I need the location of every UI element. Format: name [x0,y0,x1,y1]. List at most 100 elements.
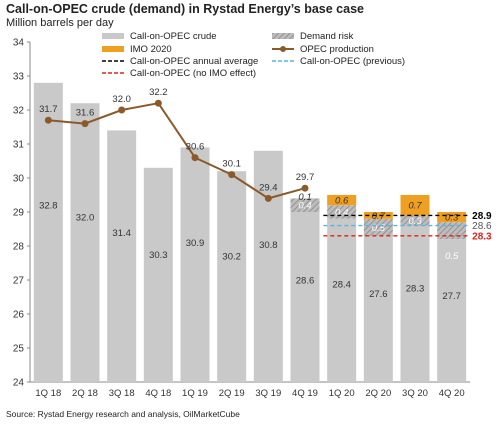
y-tick-label: 32 [13,106,25,117]
x-tick-label: 3Q 18 [109,388,135,399]
y-tick-label: 24 [13,378,25,389]
crude-bar [70,103,100,382]
opec-production-label: 32.2 [149,87,168,98]
crude-bar [290,212,320,382]
crude-value-label: 32.0 [76,212,95,223]
y-tick-label: 28 [13,242,25,253]
demand-risk-segment [363,218,393,236]
crude-bar [107,130,137,382]
y-tick-label: 29 [13,208,25,219]
demand-risk-label: 0.5 [372,223,386,234]
crude-bar [143,167,173,382]
crude-value-label: 31.4 [112,228,131,239]
crude-value-label: 30.2 [222,252,241,263]
legend-label-demand-risk: Demand risk [300,31,354,42]
crude-bar [327,218,357,382]
demand-risk-label: 0.4 [335,208,348,219]
imo-label: 0.7 [372,211,386,222]
imo-segment [327,195,357,206]
legend-swatch-crude [102,33,124,39]
legend-label-crude: Call-on-OPEC crude [130,31,217,42]
opec-production-point [191,154,199,162]
opec-production-label: 30.1 [222,159,241,170]
x-tick-label: 1Q 18 [35,388,61,399]
crude-value-label: 30.9 [186,238,205,249]
opec-production-point [154,99,162,107]
x-tick-label: 4Q 19 [292,388,318,399]
imo-label: 0.6 [335,196,349,207]
y-tick-label: 25 [13,344,25,355]
crude-value-label: 28.3 [406,283,425,294]
opec-production-point [301,184,309,192]
opec-production-point [118,106,126,114]
crude-bar [253,150,283,382]
x-tick-label: 3Q 20 [402,388,428,399]
imo-segment [437,212,467,223]
crude-value-label: 27.6 [369,289,388,300]
demand-risk-segment [327,205,357,219]
demand-risk-label: 0.5 [445,251,459,262]
y-tick-label: 27 [13,276,25,287]
y-tick-label: 31 [13,140,25,151]
imo-label: 0.7 [408,201,422,212]
opec-production-label: 31.7 [39,104,58,115]
legend-label-annual-average: Call-on-OPEC annual average [130,56,258,67]
legend-label-imo: IMO 2020 [130,44,172,55]
no-imo-label: 28.3 [472,231,492,242]
y-tick-label: 30 [13,174,25,185]
legend-swatch-demand-risk [272,33,294,39]
x-tick-label: 1Q 19 [182,388,208,399]
chart-title: Call-on-OPEC crude (demand) in Rystad En… [6,2,364,16]
imo-segment [363,212,393,219]
legend-swatch-imo [102,46,124,52]
x-tick-label: 2Q 20 [365,388,391,399]
demand-risk-label: 0.3 [408,216,422,227]
source-note: Source: Rystad Energy research and analy… [6,409,240,419]
legend-swatch-opec-marker [280,46,286,52]
x-tick-label: 4Q 18 [145,388,171,399]
y-tick-label: 34 [13,38,25,49]
annual-average-label: 28.9 [472,211,492,222]
previous-label: 28.6 [472,221,492,232]
demand-risk-segment [437,222,467,240]
opec-production-label: 29.7 [296,172,315,183]
legend-label-opec: OPEC production [300,44,374,55]
crude-bar [33,82,63,383]
crude-value-label: 30.3 [149,250,168,261]
opec-production-label: 29.4 [259,182,278,193]
legend-label-previous: Call-on-OPEC (previous) [300,56,405,67]
chart-subtitle: Million barrels per day [6,17,114,29]
crude-value-label: 30.8 [259,240,278,251]
imo-segment [400,195,430,216]
opec-production-label: 30.6 [186,142,205,153]
opec-production-point [44,116,52,124]
demand-risk-segment [290,198,320,212]
demand-risk-label: 0.4 [298,201,311,212]
imo-label: 0.3 [445,213,459,224]
opec-production-point [228,171,236,179]
opec-production-point [81,120,89,128]
opec-production-point [264,194,272,202]
x-tick-label: 4Q 20 [439,388,465,399]
opec-production-label: 32.0 [112,94,131,105]
crude-value-label: 27.7 [442,291,461,302]
x-tick-label: 3Q 19 [255,388,281,399]
x-tick-label: 2Q 19 [219,388,245,399]
x-tick-label: 2Q 18 [72,388,98,399]
crude-value-label: 28.6 [296,275,315,286]
imo-label: 0.1 [298,192,311,203]
y-tick-label: 33 [13,72,25,83]
y-tick-label: 26 [13,310,25,321]
crude-bar [437,239,467,382]
crude-bar [180,147,210,382]
legend-label-no-imo: Call-on-OPEC (no IMO effect) [130,68,256,79]
crude-value-label: 28.4 [332,279,351,290]
opec-production-label: 31.6 [76,108,95,119]
crude-bar [363,235,393,382]
crude-bar [217,171,247,382]
crude-value-label: 32.8 [39,200,58,211]
opec-production-line [48,102,306,200]
x-tick-label: 1Q 20 [329,388,355,399]
demand-risk-segment [400,215,430,226]
